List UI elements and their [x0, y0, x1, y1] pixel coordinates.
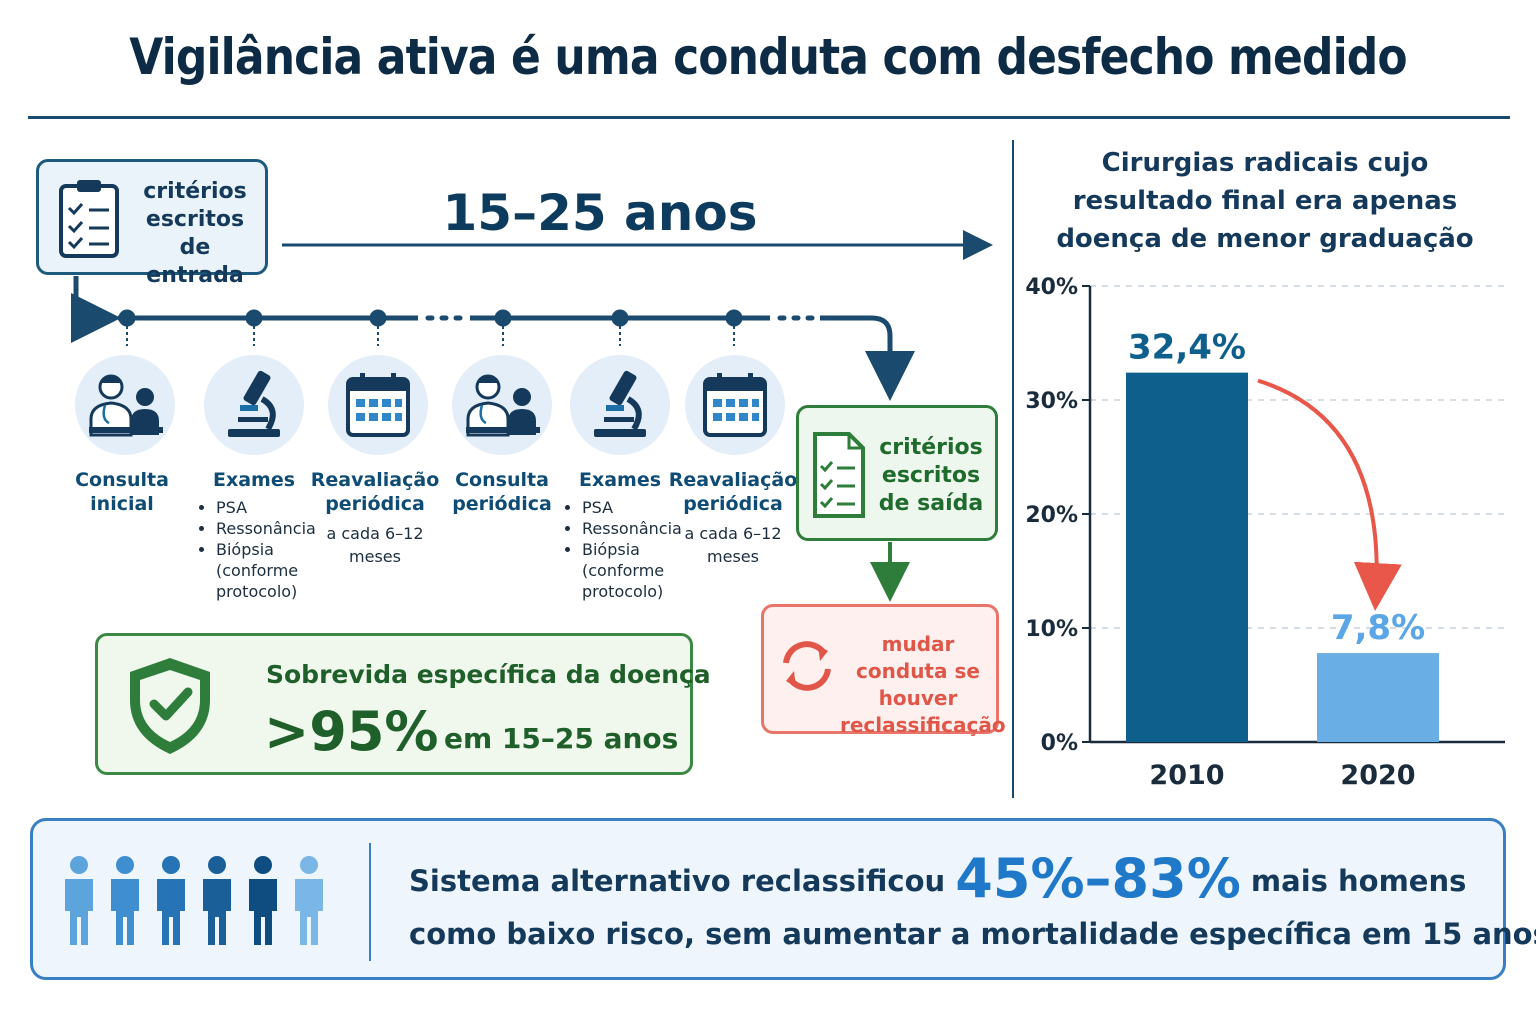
reclassification-line-2: como baixo risco, sem aumentar a mortali…	[409, 917, 1536, 951]
entry-criteria-label: critérios escritos de entrada	[143, 179, 247, 288]
bar-value-label: 7,8%	[1331, 608, 1425, 648]
x-tick-label: 2020	[1340, 760, 1415, 791]
entry-criteria-box: critérios escritos de entrada	[36, 159, 268, 288]
bar-2020	[1317, 653, 1439, 742]
bottom-divider	[369, 843, 371, 961]
calendar-icon	[328, 355, 428, 455]
survival-box: Sobrevida específica da doença >95% em 1…	[95, 633, 711, 775]
y-tick-label: 40%	[1025, 275, 1078, 300]
reclassification-text-pre: Sistema alternativo reclassificou	[409, 864, 946, 898]
reclassification-box: Sistema alternativo reclassificou 45%–83…	[30, 818, 1536, 980]
timeline-connectors	[71, 230, 993, 602]
step-5-item: Ressonância	[582, 518, 682, 539]
microscope-icon	[570, 355, 670, 455]
y-tick-label: 10%	[1025, 617, 1078, 642]
survival-value: >95%	[264, 700, 439, 763]
reclassification-highlight: 45%–83%	[955, 847, 1241, 910]
microscope-icon	[204, 355, 304, 455]
step-5-item: Biópsia (conforme protocolo)	[582, 539, 682, 602]
refresh-arrows-icon	[783, 641, 831, 691]
step-5-label: Exames	[578, 469, 662, 491]
step-4-label: Consulta periódica	[452, 469, 552, 515]
chart-title: Cirurgias radicais cujo resultado final …	[1056, 148, 1474, 254]
bar-2010	[1126, 372, 1248, 742]
step-2-label: Exames	[212, 469, 296, 491]
people-group-icon	[65, 856, 323, 945]
section-divider	[1012, 140, 1014, 798]
step-3-frequency: a cada 6–12 meses	[326, 524, 424, 566]
step-1-label: Consulta inicial	[75, 469, 169, 515]
doctor-patient-icon	[452, 355, 552, 455]
reclassification-line-1: Sistema alternativo reclassificou 45%–83…	[409, 847, 1466, 910]
bar-chart: 0% 10% 20% 30% 40% 32,4% 2010 7,8% 2020	[1025, 275, 1505, 791]
y-tick-label: 0%	[1041, 731, 1078, 756]
step-6-label: Reavaliação periódica	[668, 469, 798, 515]
survival-title: Sobrevida específica da doença	[266, 660, 711, 689]
calendar-icon	[685, 355, 785, 455]
step-5-item: PSA	[582, 497, 682, 518]
page-title: Vigilância ativa é uma conduta com desfe…	[129, 28, 1407, 86]
step-5-items: PSA Ressonância Biópsia (conforme protoc…	[564, 497, 682, 602]
doctor-patient-icon	[75, 355, 175, 455]
document-checklist-icon	[813, 432, 865, 518]
step-2-item: PSA	[216, 497, 316, 518]
y-tick-label: 30%	[1025, 389, 1078, 414]
clipboard-icon	[59, 180, 119, 258]
survival-period: em 15–25 anos	[444, 722, 679, 755]
bar-value-label: 32,4%	[1128, 328, 1246, 368]
change-conduct-box: mudar conduta se houver reclassificação	[761, 604, 1006, 737]
step-3-label: Reavaliação periódica	[310, 469, 440, 515]
decline-arrow	[1257, 378, 1402, 612]
change-conduct-label: mudar conduta se houver reclassificação	[840, 632, 1006, 737]
exit-criteria-label: critérios escritos de saída	[878, 435, 984, 516]
x-tick-label: 2010	[1149, 760, 1224, 791]
title-divider	[28, 116, 1510, 119]
step-2-items: PSA Ressonância Biópsia (conforme protoc…	[198, 497, 316, 602]
duration-label: 15–25 anos	[442, 184, 758, 242]
shield-check-icon	[130, 658, 210, 754]
y-tick-label: 20%	[1025, 503, 1078, 528]
step-2-item: Ressonância	[216, 518, 316, 539]
exit-criteria-box: critérios escritos de saída	[796, 405, 998, 541]
reclassification-text-post: mais homens	[1250, 864, 1467, 898]
step-2-item: Biópsia (conforme protocolo)	[216, 539, 316, 602]
step-6-frequency: a cada 6–12 meses	[684, 524, 782, 566]
